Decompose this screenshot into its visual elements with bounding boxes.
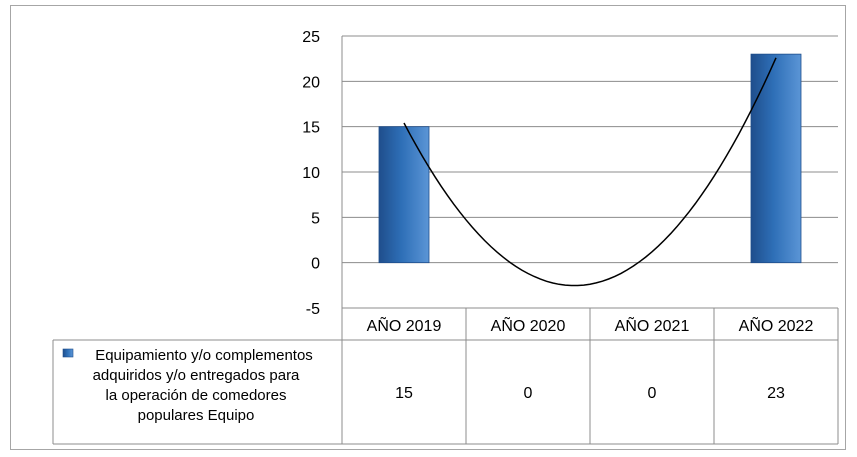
data-table-value: 0 [524,385,533,402]
y-tick-label: 0 [311,256,320,273]
y-tick-label: -5 [306,301,320,318]
data-table-value: 23 [767,385,785,402]
y-axis-tick-labels: 25 20 15 10 5 0 -5 [302,29,320,318]
data-table-value: 15 [395,385,413,402]
legend-swatch [62,348,74,358]
y-tick-label: 25 [302,29,320,46]
legend: Equipamiento y/o complementos adquiridos … [62,347,313,424]
y-tick-label: 5 [311,210,320,227]
bar [750,53,802,264]
legend-label-line: Equipamiento y/o complementos [95,347,313,364]
legend-label-line: populares Equipo [138,407,255,424]
legend-label-line: adquiridos y/o entregados para [93,367,300,384]
x-category-label: AÑO 2021 [615,315,690,335]
y-tick-label: 10 [302,165,320,182]
legend-label-line: la operación de comedores [106,387,287,404]
bar [378,126,430,264]
y-tick-label: 20 [302,74,320,91]
x-category-label: AÑO 2019 [367,315,442,335]
y-tick-label: 15 [302,120,320,137]
x-category-label: AÑO 2022 [739,315,814,335]
data-table-value: 0 [648,385,657,402]
data-table: AÑO 2019 15 AÑO 2020 0 AÑO 2021 0 AÑO 2022 23 [52,307,839,445]
trendline [403,57,777,287]
bars [378,53,802,264]
x-category-label: AÑO 2020 [491,315,566,335]
